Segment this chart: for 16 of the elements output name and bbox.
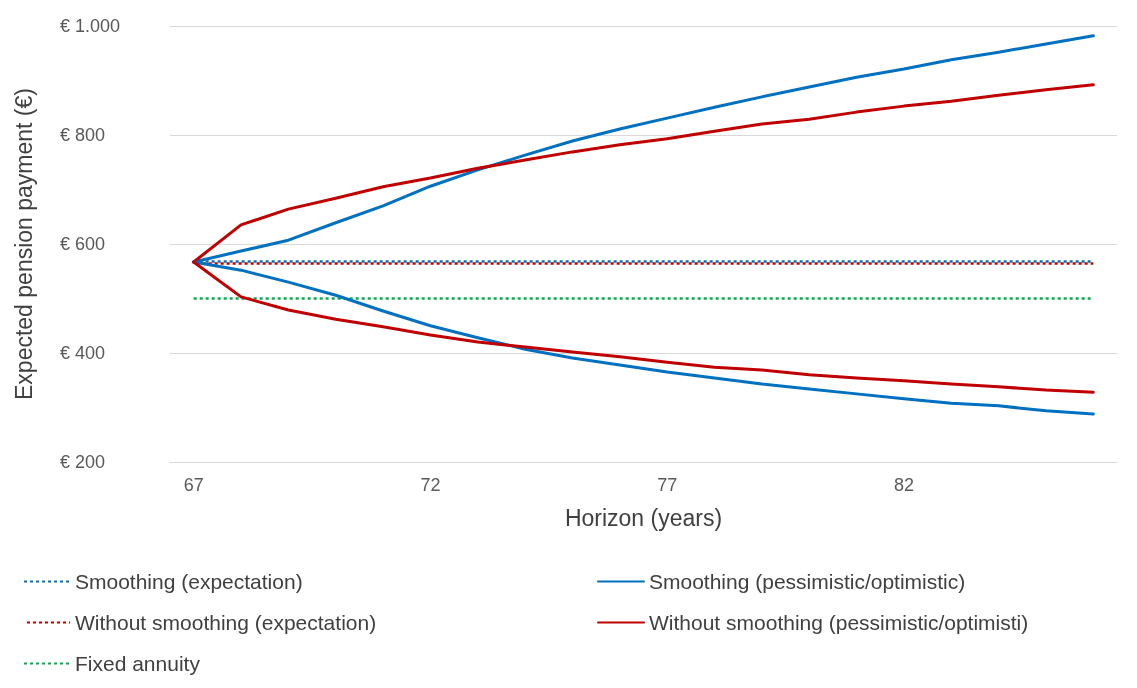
- legend-label: Without smoothing (expectation): [75, 611, 377, 634]
- x-tick-label: 77: [657, 475, 678, 495]
- y-tick-label: € 1.000: [60, 16, 121, 36]
- x-tick-label: 82: [893, 475, 914, 495]
- x-tick-label: 72: [420, 475, 441, 495]
- x-axis-title: Horizon (years): [564, 504, 723, 531]
- y-tick-label: € 600: [60, 234, 106, 254]
- legend-label: Smoothing (expectation): [75, 570, 303, 593]
- y-tick-label: € 200: [60, 452, 106, 472]
- x-tick-label: 67: [183, 475, 204, 495]
- legend-label: Without smoothing (pessimistic/optimisti): [649, 611, 1029, 634]
- y-tick-label: € 800: [60, 125, 106, 145]
- y-tick-label: € 400: [60, 343, 106, 363]
- legend-label: Fixed annuity: [75, 652, 201, 675]
- legend-label: Smoothing (pessimistic/optimistic): [649, 570, 966, 593]
- y-axis-title: Expected pension payment (€): [10, 88, 37, 400]
